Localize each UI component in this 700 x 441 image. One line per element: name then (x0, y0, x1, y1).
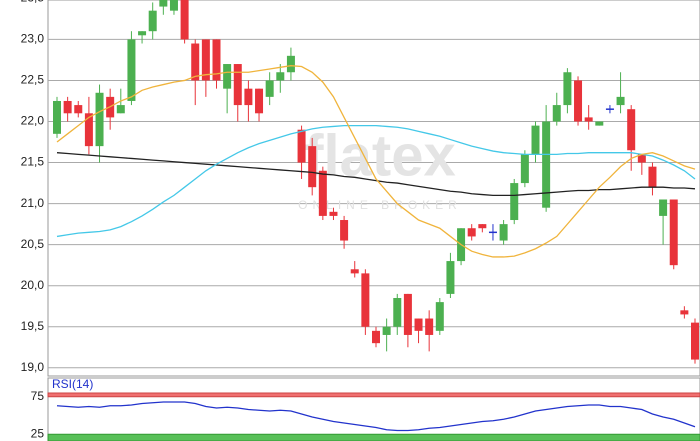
candle-body (276, 72, 285, 81)
candle-body (265, 80, 274, 97)
y-tick-label: 20,0 (21, 278, 45, 292)
y-tick-label: 25 (31, 426, 45, 440)
candle-body (510, 183, 519, 221)
indicator-line (56, 124, 696, 238)
candle-body (138, 31, 147, 36)
candle-body (95, 92, 104, 147)
candle-body (116, 105, 125, 114)
candle-body (329, 211, 338, 216)
candle-body (382, 326, 391, 335)
candle-body (595, 121, 604, 126)
y-tick-label: 75 (31, 389, 45, 403)
candle-body (191, 43, 200, 81)
candle-body (691, 322, 699, 360)
candle-body (372, 330, 380, 344)
candle-body (574, 80, 583, 122)
candle-body (467, 228, 476, 237)
y-tick-label: 21,5 (21, 155, 45, 169)
candle-body (499, 224, 508, 241)
candle-body (244, 88, 253, 106)
candle-body (584, 117, 593, 122)
candle-body (627, 109, 636, 151)
candle-body (63, 100, 72, 114)
candle-body (393, 298, 402, 327)
indicator-line (56, 401, 696, 432)
candle-body (616, 96, 625, 106)
candle-body (425, 318, 434, 335)
indicator-line (56, 65, 696, 258)
candle-body (148, 10, 157, 32)
candle-body (74, 105, 83, 114)
candle-body (286, 55, 295, 73)
candle-body (669, 199, 678, 266)
candle-body (542, 121, 551, 208)
candle-body (53, 100, 61, 134)
y-tick-label: 19,5 (21, 319, 45, 333)
candle-body (563, 72, 572, 106)
overbought-band (47, 392, 700, 398)
candle-body (414, 318, 423, 331)
rsi-plot-frame (47, 377, 700, 441)
candle-body (637, 154, 646, 163)
candle-body (180, 0, 189, 40)
candle-body (680, 310, 689, 315)
candle-body (318, 170, 327, 216)
candle-body (127, 39, 136, 101)
candle-body (659, 199, 668, 216)
candle-body (435, 302, 444, 331)
candle-body (340, 220, 349, 241)
candle-body (531, 125, 540, 155)
oversold-band (47, 433, 700, 441)
watermark-sub: ONLINE BROKER (298, 198, 462, 212)
candle-body (520, 154, 529, 184)
candle-body (403, 293, 412, 335)
candle-body (223, 64, 232, 89)
y-tick-label: 21,0 (21, 196, 45, 210)
y-tick-label: 19,0 (21, 360, 45, 374)
candle-body (255, 88, 264, 114)
y-tick-label: 20,5 (21, 237, 45, 251)
candle-body (169, 0, 178, 11)
candle-body (201, 39, 210, 81)
candle-body (446, 261, 455, 294)
candle-body (552, 105, 561, 122)
candle-body (648, 166, 657, 188)
candle-body (361, 273, 370, 327)
candle-body (308, 146, 317, 188)
candle-body (84, 113, 93, 147)
y-tick-label: 23,5 (21, 0, 45, 5)
candle-body (297, 129, 306, 163)
watermark: flatex (304, 123, 456, 188)
indicator-line (56, 152, 696, 197)
y-tick-label: 23,0 (21, 32, 45, 46)
candle-body (159, 0, 168, 7)
candle-body (212, 39, 221, 81)
candle-body (350, 269, 359, 274)
candle-body (233, 64, 242, 106)
price-plot-frame (47, 0, 700, 377)
rsi-title: RSI(14) (52, 377, 93, 391)
y-tick-label: 22,5 (21, 73, 45, 87)
y-tick-label: 22,0 (21, 114, 45, 128)
candle-body (478, 224, 487, 229)
